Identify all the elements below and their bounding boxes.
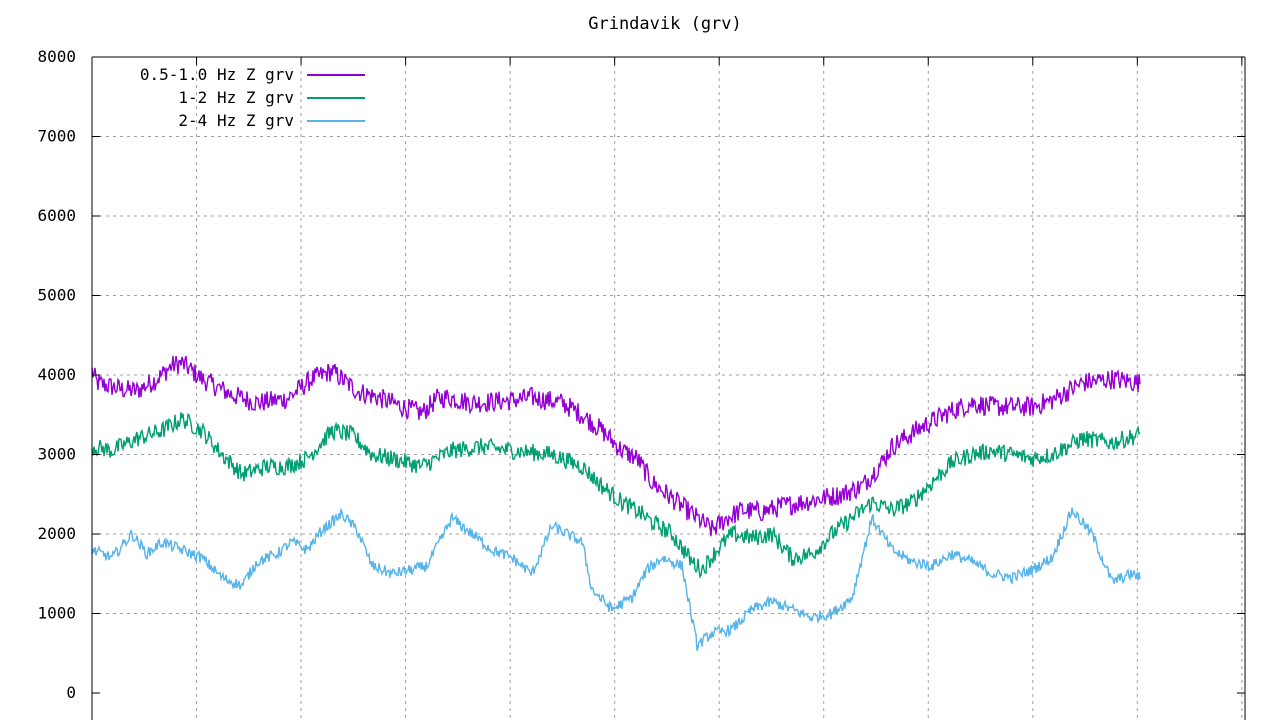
- plot-area: [91, 355, 1141, 652]
- legend-label: 0.5-1.0 Hz Z grv: [140, 65, 294, 84]
- series-line-2: [91, 412, 1141, 579]
- legend-label: 1-2 Hz Z grv: [178, 88, 294, 107]
- y-tick-label: 3000: [37, 445, 76, 464]
- y-tick-labels: 0 1000 2000 3000 4000 5000 6000 7000 8000: [37, 47, 76, 702]
- chart-title: Grindavik (grv): [588, 14, 742, 34]
- y-tick-label: 0: [66, 683, 76, 702]
- y-tick-label: 4000: [37, 365, 76, 384]
- y-tick-label: 8000: [37, 47, 76, 66]
- axes: [91, 56, 1246, 720]
- legend-label: 2-4 Hz Z grv: [178, 111, 294, 130]
- y-tick-label: 1000: [37, 604, 76, 623]
- series-line-1: [91, 355, 1141, 537]
- series-line-3: [91, 507, 1141, 652]
- y-tick-label: 6000: [37, 206, 76, 225]
- y-tick-label: 2000: [37, 524, 76, 543]
- y-tick-label: 7000: [37, 127, 76, 146]
- legend: 0.5-1.0 Hz Z grv 1-2 Hz Z grv 2-4 Hz Z grv: [140, 65, 365, 130]
- y-tick-label: 5000: [37, 286, 76, 305]
